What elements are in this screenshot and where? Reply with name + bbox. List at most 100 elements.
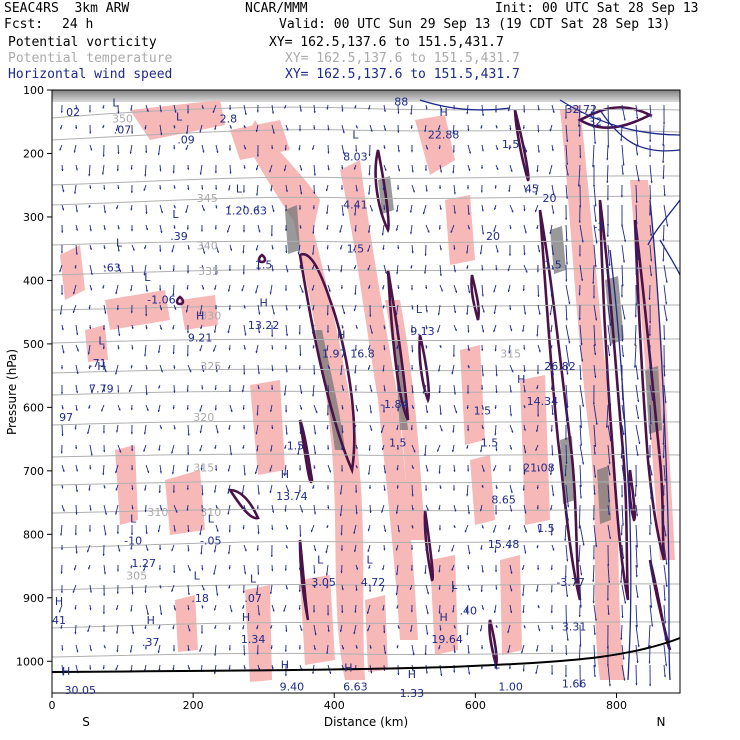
wind-arrowhead <box>567 505 570 508</box>
wind-arrowhead <box>381 510 384 513</box>
wind-arrowhead <box>649 197 652 200</box>
wind-arrowhead <box>187 247 190 250</box>
wind-arrowhead <box>368 487 372 490</box>
wind-arrowhead <box>411 526 414 529</box>
wind-arrowhead <box>61 433 64 436</box>
wind-arrowhead <box>508 667 511 670</box>
wind-arrowhead <box>285 546 288 549</box>
wind-arrowhead <box>74 266 77 269</box>
wind-arrowhead <box>160 210 163 214</box>
wind-arrowhead <box>284 509 287 512</box>
wind-arrowhead <box>341 326 344 329</box>
wind-arrowhead <box>145 367 148 370</box>
wind-arrowhead <box>199 409 202 412</box>
wind-arrowhead <box>186 287 189 290</box>
wind-arrowhead <box>450 230 453 233</box>
wind-arrowhead <box>413 450 416 453</box>
wind-vector <box>579 584 582 608</box>
extremum-label: L <box>250 573 257 586</box>
wind-arrowhead <box>339 373 343 376</box>
wind-arrowhead <box>634 494 637 497</box>
wind-arrowhead <box>621 339 624 342</box>
wind-arrowhead <box>592 402 595 405</box>
wind-arrowhead <box>90 272 93 275</box>
wind-arrowhead <box>423 271 427 274</box>
wind-vector <box>592 564 595 582</box>
wind-arrowhead <box>173 226 176 229</box>
wind-vector <box>649 564 654 583</box>
extremum-label: 20 <box>486 230 500 243</box>
y-tick-label: 200 <box>23 147 44 160</box>
wind-arrowhead <box>145 289 148 292</box>
extremum-label: 3.31 <box>562 620 587 633</box>
wind-arrowhead <box>663 374 666 377</box>
wind-arrowhead <box>202 588 205 591</box>
wind-arrowhead <box>271 111 274 114</box>
wind-arrowhead <box>160 612 163 615</box>
wind-arrowhead <box>437 550 440 553</box>
wind-vector <box>607 484 610 503</box>
wind-vector <box>635 204 638 225</box>
wind-arrowhead <box>354 229 357 232</box>
wind-arrowhead <box>636 514 639 517</box>
pv-contour-7 <box>470 274 481 321</box>
theta-line-18 <box>52 652 680 658</box>
wind-vector <box>649 164 653 184</box>
wind-arrowhead <box>664 479 667 482</box>
wind-arrowhead <box>258 331 261 334</box>
wind-arrowhead <box>537 469 540 472</box>
wind-arrowhead <box>468 588 471 591</box>
wind-arrowhead <box>635 200 638 203</box>
wind-arrowhead <box>214 227 217 230</box>
wind-arrowhead <box>129 650 132 653</box>
wind-vector <box>635 624 640 648</box>
wind-arrowhead <box>284 288 288 291</box>
wind-arrowhead <box>368 154 371 157</box>
pv-shade-3 <box>340 160 418 640</box>
wind-arrowhead <box>623 317 626 320</box>
wind-arrowhead <box>426 592 429 595</box>
wind-arrowhead <box>638 441 641 445</box>
wind-arrowhead <box>159 249 162 252</box>
wind-arrowhead <box>269 409 273 412</box>
wind-arrowhead <box>451 449 455 453</box>
wind-arrowhead <box>481 607 484 610</box>
wind-arrowhead <box>663 337 666 340</box>
wind-arrowhead <box>578 254 581 257</box>
wind-arrowhead <box>89 608 92 611</box>
wind-arrowhead <box>298 589 301 592</box>
theta-line-2 <box>52 129 680 141</box>
wind-arrowhead <box>648 661 651 664</box>
model-title: SEAC4RS 3km ARW <box>4 1 130 16</box>
wind-arrowhead <box>592 601 595 604</box>
wind-vector <box>578 504 581 529</box>
wind-arrowhead <box>662 259 665 262</box>
wind-arrowhead <box>75 168 78 171</box>
wind-arrowhead <box>565 622 568 625</box>
wind-arrowhead <box>186 389 189 392</box>
wind-arrowhead <box>214 408 217 411</box>
wind-arrowhead <box>102 286 105 289</box>
wind-arrowhead <box>410 150 414 153</box>
south-end-label: S <box>82 715 90 729</box>
wind-arrowhead <box>255 291 258 294</box>
wind-arrowhead <box>535 671 538 674</box>
wind-arrowhead <box>522 594 525 597</box>
wind-arrowhead <box>186 508 189 511</box>
wind-vector <box>579 424 582 446</box>
wind-arrowhead <box>368 192 371 195</box>
wind-arrowhead <box>383 631 386 634</box>
wind-vector <box>578 104 581 127</box>
wind-arrowhead <box>438 227 441 230</box>
wind-arrowhead <box>522 567 525 570</box>
wind-arrowhead <box>270 189 273 192</box>
wind-arrowhead <box>468 151 471 154</box>
wind-arrowhead <box>159 187 162 190</box>
extremum-label: .37 <box>142 636 160 649</box>
extremum-label: L <box>208 512 215 525</box>
wind-arrowhead <box>241 492 244 495</box>
wind-arrowhead <box>130 432 133 435</box>
wind-arrowhead <box>104 311 107 314</box>
wind-arrowhead <box>396 606 399 609</box>
extremum-label: H <box>517 373 525 386</box>
